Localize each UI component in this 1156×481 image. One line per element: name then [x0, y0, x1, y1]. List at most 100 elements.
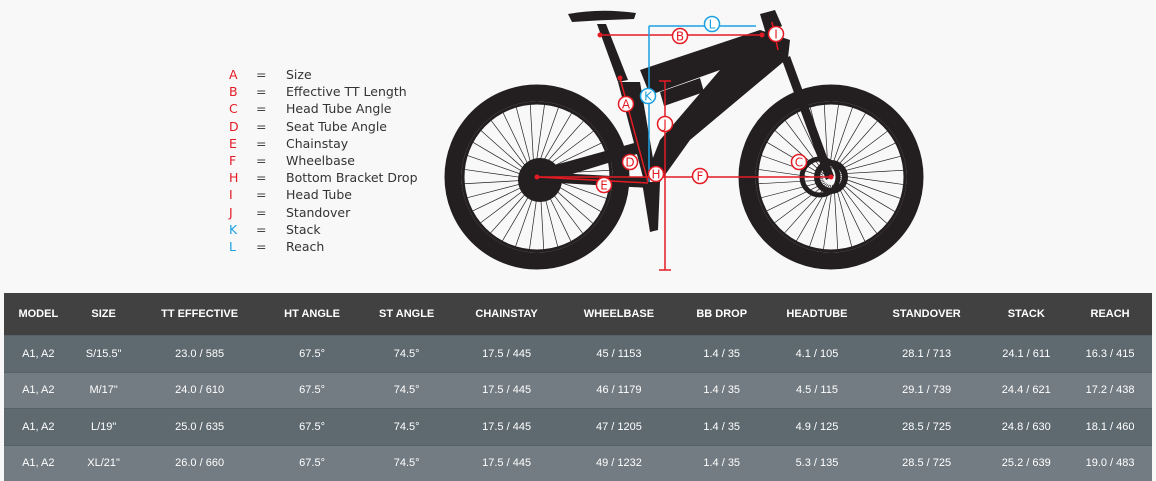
marker-circle	[691, 167, 709, 185]
spoke	[829, 104, 839, 170]
spoke	[830, 107, 853, 170]
legend-equals: =	[256, 152, 267, 168]
spoke	[490, 120, 531, 173]
legend-item: F = Wheelbase	[229, 152, 418, 169]
table-cell: 25.2 / 639	[984, 444, 1069, 481]
table-cell: 74.5°	[359, 335, 454, 372]
table-row: A1, A2 L/19" 25.0 / 635 67.5° 74.5° 17.5 / 44…	[4, 408, 1152, 445]
measure-point	[534, 174, 540, 180]
marker-e: E	[595, 176, 613, 194]
measure-point	[617, 75, 623, 81]
table-cell: 46 / 1179	[559, 371, 679, 409]
table-cell: XL/21"	[72, 444, 135, 481]
marker-i: I	[767, 25, 785, 43]
column-header: ST ANGLE	[359, 293, 454, 336]
marker-letter: C	[795, 156, 803, 170]
legend-label: Seat Tube Angle	[286, 118, 387, 134]
column-header: BB DROP	[678, 293, 766, 336]
spoke	[837, 155, 902, 173]
bike-geometry-diagram: L B I AKJ D H E F C	[444, 10, 924, 271]
table-cell: 17.5 / 445	[453, 444, 560, 481]
measure-point	[828, 174, 834, 180]
spoke	[774, 183, 827, 224]
table-cell: L/19"	[72, 408, 135, 445]
table-cell: 74.5°	[359, 371, 454, 409]
table-cell: 17.5 / 445	[453, 335, 560, 372]
marker-letter: K	[644, 90, 653, 104]
legend-letter: B	[229, 84, 238, 100]
spoke	[835, 183, 853, 248]
table-row: A1, A2 XL/21" 26.0 / 660 67.5° 74.5° 17.5 / 4…	[4, 444, 1152, 481]
legend-letter: L	[229, 238, 236, 254]
marker-letter: L	[709, 18, 716, 32]
spoke	[502, 112, 532, 172]
table-cell: 24.8 / 630	[984, 408, 1069, 445]
table-cell: 25.0 / 635	[134, 408, 265, 445]
table-cell: 26.0 / 660	[134, 444, 265, 481]
crank	[642, 182, 660, 232]
table-cell: 74.5°	[359, 444, 454, 481]
legend-equals: =	[256, 67, 267, 82]
spoke	[835, 130, 888, 171]
legend-item: D = Seat Tube Angle	[229, 118, 418, 135]
legend-label: Reach	[286, 238, 325, 254]
table-cell: 19.0 / 483	[1068, 444, 1152, 481]
spoke	[758, 179, 824, 185]
legend-item: L = Reach	[229, 238, 418, 255]
table-cell: 17.2 / 438	[1068, 371, 1152, 409]
spoke	[760, 181, 825, 199]
table-cell: 47 / 1205	[559, 408, 679, 445]
legend-letter: C	[229, 101, 238, 117]
legend-letter: H	[229, 170, 239, 186]
table-cell: A1, A2	[4, 444, 73, 481]
spoke	[766, 182, 826, 212]
legend-item: J = Standover	[229, 204, 418, 221]
spoke	[784, 120, 825, 173]
marker-d: D	[621, 153, 639, 171]
spoke	[515, 106, 533, 171]
marker-circle	[790, 153, 808, 171]
spoke	[838, 178, 896, 213]
geometry-table: MODEL SIZE TT EFFECTIVE HT ANGLE ST ANGLE CHA…	[4, 293, 1152, 481]
table-cell: 29.1 / 739	[868, 371, 985, 409]
table-cell: 49 / 1232	[559, 444, 679, 481]
table-cell: 45 / 1153	[559, 335, 679, 372]
legend-item: K = Stack	[229, 221, 418, 238]
legend-item: E = Chainstay	[229, 135, 418, 152]
spoke	[529, 104, 535, 170]
legend-equals: =	[256, 221, 267, 237]
marker-b: B	[671, 27, 689, 45]
column-header: MODEL	[4, 293, 73, 336]
table-cell: S/15.5"	[72, 335, 135, 372]
measure-point	[597, 32, 603, 38]
measure-point	[759, 32, 765, 38]
marker-circle	[703, 15, 721, 33]
seatstay	[537, 140, 650, 184]
spoke	[774, 130, 824, 175]
spoke	[833, 184, 839, 250]
table-header-row: MODEL SIZE TT EFFECTIVE HT ANGLE ST ANGLE CHA…	[4, 293, 1152, 336]
table-cell: 67.5°	[264, 371, 360, 409]
table-row: A1, A2 M/17" 24.0 / 610 67.5° 74.5° 17.5 / 44…	[4, 371, 1152, 409]
marker-f: F	[691, 167, 709, 185]
marker-k: K	[639, 87, 657, 105]
table-cell: A1, A2	[4, 408, 73, 445]
marker-letter: D	[625, 156, 634, 170]
table-cell: 67.5°	[264, 408, 360, 445]
table-cell: 17.5 / 445	[453, 371, 560, 409]
spoke	[833, 120, 878, 170]
legend-label: Effective TT Length	[286, 84, 407, 100]
marker-a: A	[617, 95, 635, 113]
table-cell: 18.1 / 460	[1068, 408, 1152, 445]
spoke	[838, 175, 904, 185]
marker-letter: H	[651, 168, 660, 182]
front-triangle	[640, 30, 790, 182]
spoke	[472, 141, 530, 176]
legend-equals: =	[256, 135, 267, 151]
spoke	[837, 181, 878, 234]
table-cell: 1.4 / 35	[678, 408, 766, 445]
legend-letter: I	[229, 187, 233, 203]
legend-letter: E	[229, 135, 237, 151]
legend-item: B = Effective TT Length	[229, 83, 418, 100]
table-cell: 28.1 / 713	[868, 335, 985, 372]
